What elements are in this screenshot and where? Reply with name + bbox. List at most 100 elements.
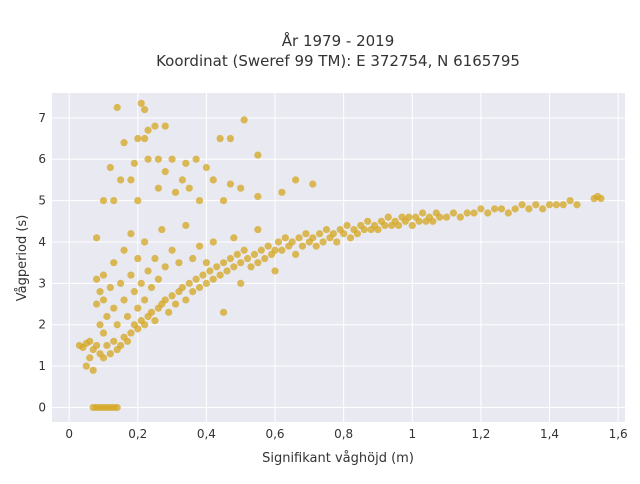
data-point: [93, 341, 101, 350]
y-tick-label: 4: [38, 235, 46, 249]
data-point: [250, 250, 259, 258]
data-point: [254, 192, 262, 201]
points-layer: [75, 99, 605, 412]
data-point: [202, 279, 211, 287]
data-point: [110, 196, 118, 205]
data-point: [96, 321, 104, 329]
data-point: [209, 275, 217, 283]
data-point: [491, 205, 499, 213]
data-point: [151, 254, 159, 263]
data-point: [106, 163, 114, 172]
x-tick-label: 1,4: [540, 427, 559, 441]
plot-area: [52, 93, 625, 422]
data-point: [99, 329, 108, 337]
y-axis-title: Vågperiod (s): [15, 215, 30, 302]
data-point: [127, 176, 135, 184]
data-point: [223, 267, 231, 275]
data-point: [456, 213, 464, 221]
data-point: [113, 103, 121, 112]
data-point: [405, 213, 413, 221]
x-tick-label: 0,6: [265, 427, 284, 441]
data-point: [185, 184, 193, 192]
data-point: [103, 312, 111, 321]
data-point: [532, 201, 540, 209]
data-point: [189, 288, 197, 296]
data-point: [343, 221, 351, 230]
data-point: [213, 263, 221, 271]
data-point: [161, 122, 169, 130]
data-point: [333, 238, 341, 246]
data-point: [573, 201, 581, 209]
data-point: [113, 321, 121, 329]
data-point: [497, 205, 506, 213]
data-point: [99, 196, 108, 205]
y-tick-label: 2: [38, 318, 46, 332]
data-point: [117, 279, 125, 287]
data-point: [202, 259, 211, 267]
data-point: [219, 196, 228, 205]
data-point: [271, 267, 279, 275]
data-point: [151, 122, 159, 130]
x-axis-title: Signifikant våghöjd (m): [262, 451, 414, 466]
data-point: [147, 308, 156, 316]
data-point: [316, 230, 324, 238]
data-point: [89, 366, 97, 374]
data-point: [134, 134, 142, 143]
data-point: [99, 296, 108, 304]
data-point: [99, 354, 108, 362]
data-point: [254, 151, 262, 159]
data-point: [353, 230, 361, 238]
data-point: [257, 246, 265, 254]
data-point: [185, 279, 193, 287]
data-point: [504, 209, 512, 217]
data-point: [237, 184, 245, 192]
data-point: [346, 234, 355, 242]
data-point: [141, 134, 149, 143]
data-point: [134, 325, 142, 333]
data-point: [312, 242, 320, 250]
data-point: [134, 254, 142, 263]
data-point: [178, 283, 186, 292]
data-point: [171, 188, 180, 196]
x-tick-label: 0,4: [197, 427, 216, 441]
data-point: [141, 238, 149, 246]
data-point: [127, 271, 135, 279]
data-point: [123, 337, 132, 345]
data-point: [237, 279, 245, 287]
data-point: [106, 350, 114, 358]
chart-subtitle: Koordinat (Sweref 99 TM): E 372754, N 61…: [156, 52, 520, 70]
data-point: [384, 213, 392, 221]
data-point: [295, 234, 303, 242]
data-point: [219, 308, 228, 316]
data-point: [518, 201, 526, 209]
data-point: [161, 168, 169, 176]
data-point: [141, 321, 149, 329]
data-point: [233, 250, 241, 258]
data-point: [449, 209, 458, 217]
data-point: [559, 201, 567, 209]
data-point: [292, 250, 300, 258]
data-point: [271, 246, 279, 254]
data-point: [144, 126, 152, 134]
y-tick-label: 0: [38, 401, 46, 415]
data-point: [110, 337, 118, 345]
data-point: [93, 234, 101, 242]
data-point: [182, 221, 190, 230]
data-point: [137, 279, 145, 287]
data-point: [117, 341, 125, 350]
data-point: [436, 213, 444, 221]
data-point: [202, 163, 211, 172]
data-point: [161, 263, 169, 271]
data-point: [261, 254, 269, 263]
data-point: [168, 292, 176, 300]
data-point: [477, 205, 485, 213]
data-point: [226, 180, 235, 188]
data-point: [99, 271, 108, 279]
data-point: [237, 259, 245, 267]
data-point: [539, 205, 547, 213]
data-point: [288, 238, 296, 246]
data-point: [168, 246, 176, 254]
data-point: [195, 196, 204, 205]
data-point: [103, 341, 111, 350]
